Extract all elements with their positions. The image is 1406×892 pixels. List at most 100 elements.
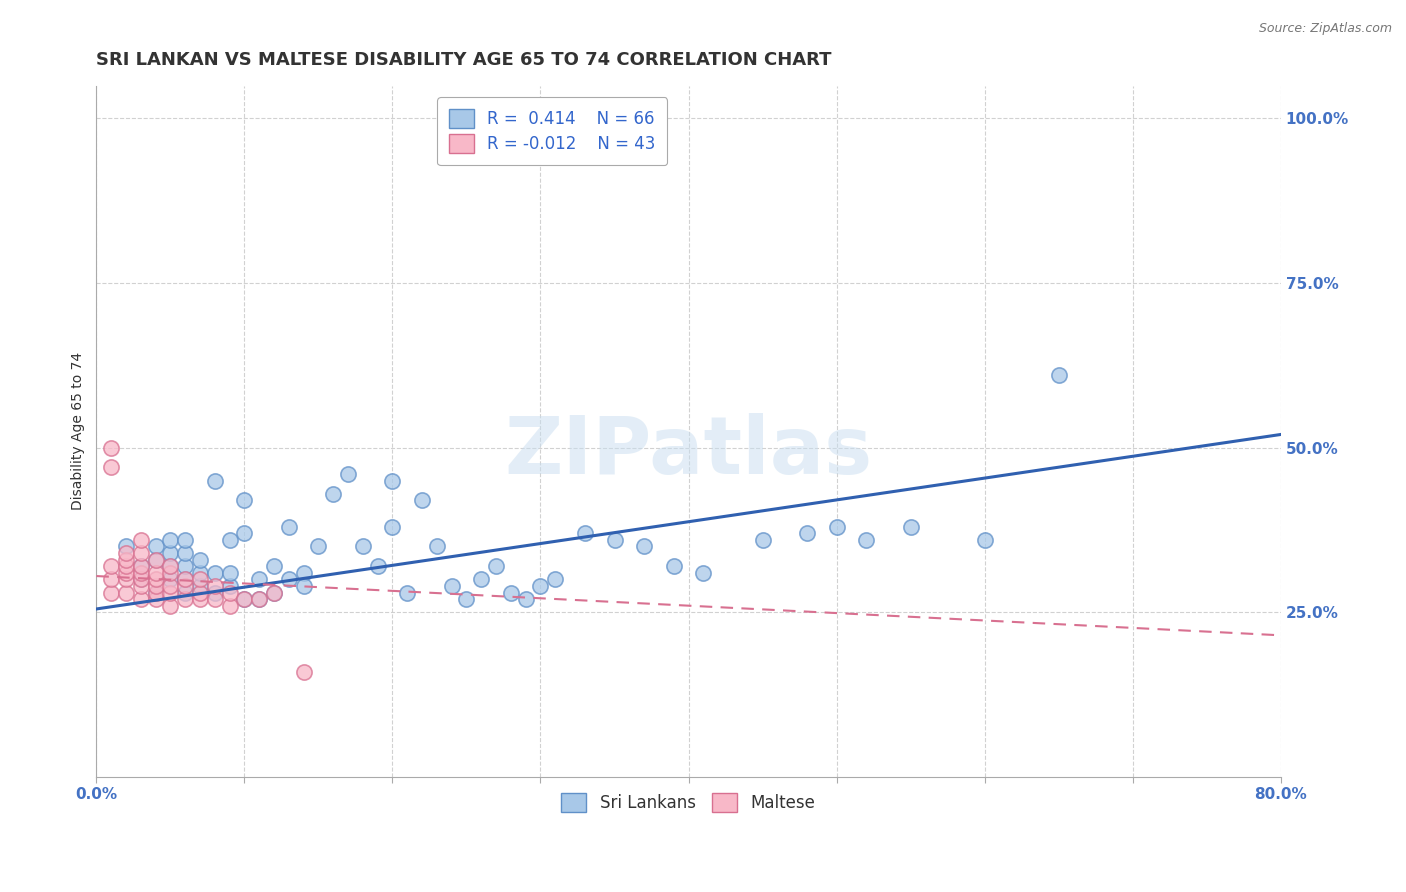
Point (322, 487, 344, 501)
Point (381, 474, 404, 488)
Point (174, 559, 197, 574)
Point (796, 526, 818, 541)
Point (692, 566, 714, 580)
Point (129, 559, 152, 574)
Point (174, 572, 197, 586)
Point (233, 493, 256, 508)
Point (292, 579, 315, 593)
Point (100, 585, 122, 599)
Point (204, 592, 226, 607)
Point (115, 566, 138, 580)
Point (174, 533, 197, 547)
Legend: Sri Lankans, Maltese: Sri Lankans, Maltese (550, 781, 827, 824)
Point (188, 585, 211, 599)
Point (204, 585, 226, 599)
Point (129, 566, 152, 580)
Point (129, 546, 152, 560)
Point (603, 533, 626, 547)
Point (263, 585, 285, 599)
Point (247, 592, 270, 607)
Point (825, 519, 848, 533)
Point (159, 599, 181, 613)
Point (218, 566, 240, 580)
Point (129, 579, 152, 593)
Point (1344, 112, 1367, 126)
Point (218, 585, 240, 599)
Point (218, 579, 240, 593)
Point (204, 566, 226, 580)
Point (174, 592, 197, 607)
Point (188, 552, 211, 566)
Point (233, 592, 256, 607)
Text: Source: ZipAtlas.com: Source: ZipAtlas.com (1258, 22, 1392, 36)
Point (100, 441, 122, 455)
Point (381, 519, 404, 533)
Point (292, 566, 315, 580)
Text: ZIPatlas: ZIPatlas (505, 413, 873, 491)
Point (233, 592, 256, 607)
Point (292, 665, 315, 679)
Point (855, 533, 877, 547)
Point (159, 559, 181, 574)
Point (574, 526, 596, 541)
Point (485, 559, 508, 574)
Point (1047, 368, 1070, 383)
Point (129, 559, 152, 574)
Point (277, 572, 299, 586)
Point (145, 592, 167, 607)
Text: SRI LANKAN VS MALTESE DISABILITY AGE 65 TO 74 CORRELATION CHART: SRI LANKAN VS MALTESE DISABILITY AGE 65 … (97, 51, 832, 69)
Point (411, 493, 433, 508)
Point (115, 585, 138, 599)
Point (204, 579, 226, 593)
Point (100, 572, 122, 586)
Point (188, 592, 211, 607)
Y-axis label: Disability Age 65 to 74: Disability Age 65 to 74 (72, 352, 86, 510)
Point (145, 552, 167, 566)
Point (188, 566, 211, 580)
Point (456, 592, 478, 607)
Point (633, 540, 655, 554)
Point (277, 519, 299, 533)
Point (129, 533, 152, 547)
Point (499, 585, 522, 599)
Point (115, 552, 138, 566)
Point (100, 460, 122, 475)
Point (440, 579, 463, 593)
Point (188, 572, 211, 586)
Point (174, 585, 197, 599)
Point (115, 572, 138, 586)
Point (396, 585, 419, 599)
Point (973, 533, 995, 547)
Point (247, 572, 270, 586)
Point (159, 579, 181, 593)
Point (159, 572, 181, 586)
Point (337, 467, 360, 481)
Point (263, 585, 285, 599)
Point (218, 599, 240, 613)
Point (263, 559, 285, 574)
Point (233, 526, 256, 541)
Point (426, 540, 449, 554)
Point (145, 585, 167, 599)
Point (145, 579, 167, 593)
Point (129, 572, 152, 586)
Point (115, 540, 138, 554)
Point (174, 572, 197, 586)
Point (159, 566, 181, 580)
Point (145, 572, 167, 586)
Point (145, 585, 167, 599)
Point (188, 579, 211, 593)
Point (352, 540, 374, 554)
Point (115, 546, 138, 560)
Point (129, 572, 152, 586)
Point (751, 533, 773, 547)
Point (159, 585, 181, 599)
Point (145, 566, 167, 580)
Point (115, 559, 138, 574)
Point (129, 592, 152, 607)
Point (662, 559, 685, 574)
Point (470, 572, 492, 586)
Point (204, 474, 226, 488)
Point (159, 546, 181, 560)
Point (145, 540, 167, 554)
